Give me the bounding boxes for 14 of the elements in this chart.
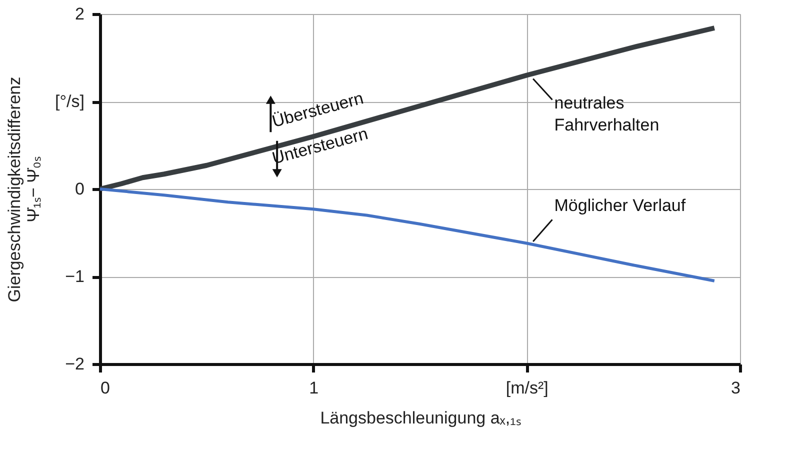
y-axis-title: Giergeschwindigkeitsdifferenz Ψ̇₁ₛ− Ψ̇₀ₛ: [5, 76, 44, 302]
y-tick-label: [°/s]: [55, 92, 84, 111]
x-tick-label: 3: [731, 378, 740, 398]
line-series: [98, 188, 716, 282]
x-tick-label: 1: [309, 378, 319, 398]
x-axis-title: Längsbeschleunigung aₓ,₁ₛ: [320, 408, 521, 428]
x-tick-label: [m/s²]: [506, 378, 548, 398]
y-tick-label: −2: [65, 354, 84, 374]
y-tick-label: 0: [75, 180, 84, 198]
x-tick-label: 0: [100, 378, 110, 398]
series-label: Möglicher Verlauf: [554, 196, 686, 215]
y-tick-label: 2: [75, 4, 84, 24]
y-tick-label: −1: [65, 267, 84, 286]
series-label: neutrales Fahrverhalten: [554, 93, 660, 134]
